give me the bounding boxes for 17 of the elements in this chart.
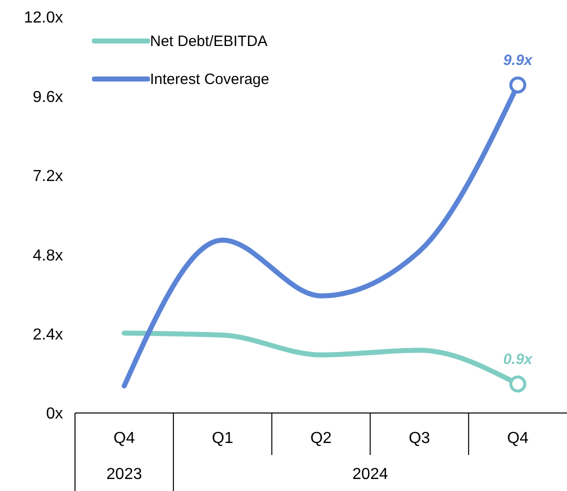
data-label: 9.9x bbox=[503, 52, 534, 69]
y-tick-label: 2.4x bbox=[32, 326, 63, 344]
y-tick-label: 12.0x bbox=[24, 10, 63, 27]
x-tick-label: Q1 bbox=[212, 430, 234, 447]
x-tick-label: Q4 bbox=[507, 430, 529, 447]
y-tick-label: 4.8x bbox=[32, 247, 63, 264]
text: 2024 bbox=[352, 466, 388, 483]
y-tick-label: 7.2x bbox=[32, 168, 63, 186]
y-tick-label: 0x bbox=[46, 406, 63, 423]
legend-label: Interest Coverage bbox=[150, 70, 270, 88]
x-tick-label: Q3 bbox=[408, 430, 430, 447]
legend-label: Net Debt/EBITDA bbox=[150, 32, 268, 50]
x-tick-label: Q4 bbox=[114, 430, 135, 447]
x-tick-label: Q2 bbox=[310, 430, 332, 447]
text: 2023 bbox=[106, 466, 142, 483]
y-tick-label: 9.6x bbox=[32, 88, 63, 106]
data-label: 0.9x bbox=[503, 350, 534, 368]
